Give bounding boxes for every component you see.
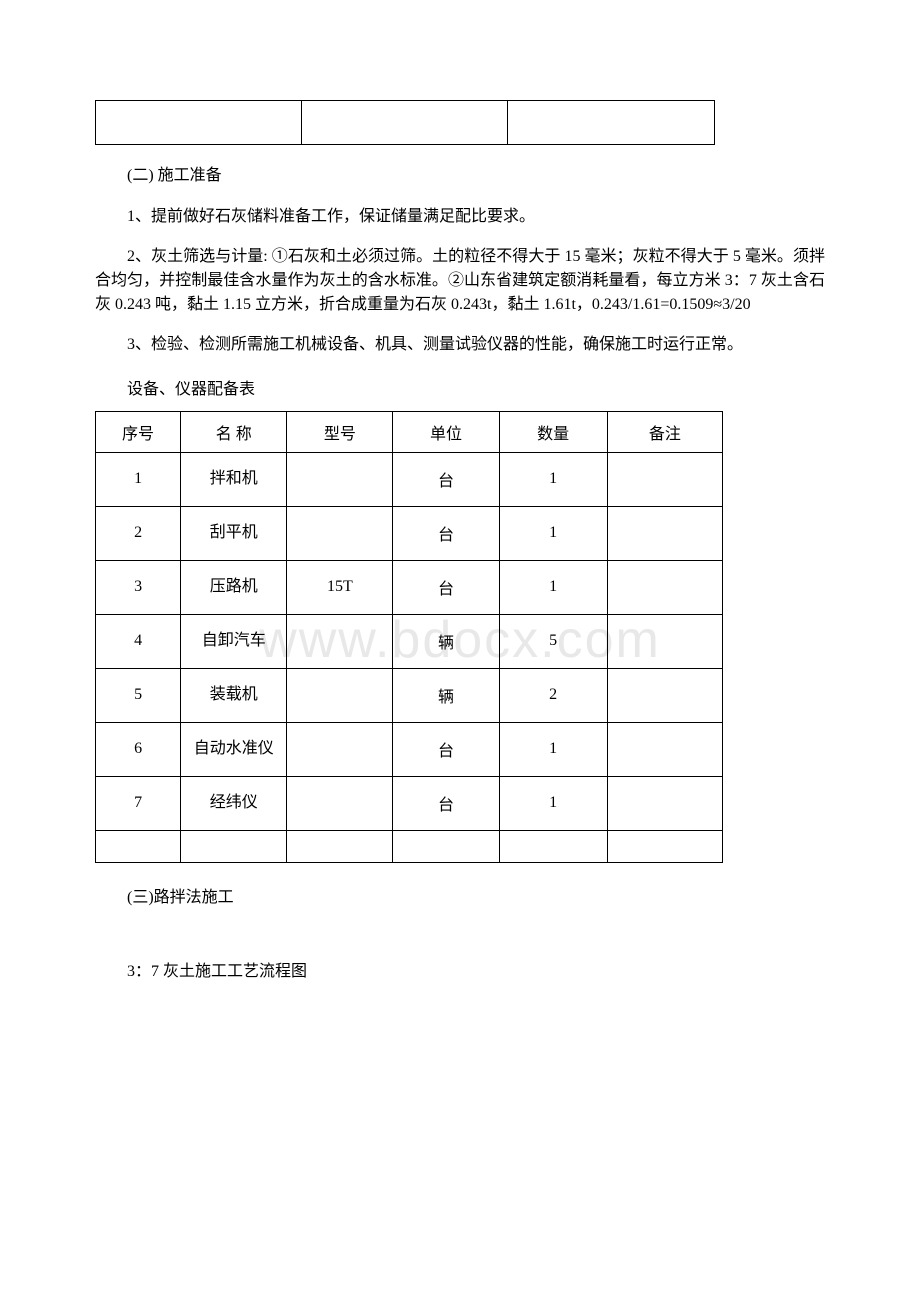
table-row: 2刮平机 台1 bbox=[96, 506, 723, 560]
cell-seq: 1 bbox=[96, 452, 181, 506]
table-row: 4自卸汽车 辆5 bbox=[96, 614, 723, 668]
cell-name: 拌和机 bbox=[181, 452, 287, 506]
cell-unit: 辆 bbox=[393, 668, 499, 722]
cell-model bbox=[287, 776, 393, 830]
cell-unit: 台 bbox=[393, 506, 499, 560]
cell-unit: 台 bbox=[393, 776, 499, 830]
table-row: 5装载机 辆2 bbox=[96, 668, 723, 722]
section-2-heading: (二) 施工准备 bbox=[127, 163, 825, 189]
table-row: 7经纬仪 台1 bbox=[96, 776, 723, 830]
cell-seq: 5 bbox=[96, 668, 181, 722]
cell-qty: 1 bbox=[499, 776, 607, 830]
cell-note bbox=[607, 506, 722, 560]
cell-note bbox=[607, 776, 722, 830]
cell-seq: 6 bbox=[96, 722, 181, 776]
cell-model bbox=[287, 452, 393, 506]
th-name: 名 称 bbox=[181, 411, 287, 452]
cell-unit: 辆 bbox=[393, 614, 499, 668]
th-note: 备注 bbox=[607, 411, 722, 452]
cell-qty: 1 bbox=[499, 560, 607, 614]
cell-note bbox=[607, 722, 722, 776]
equipment-table-caption: 设备、仪器配备表 bbox=[127, 375, 825, 399]
cell-name: 自动水准仪 bbox=[181, 722, 287, 776]
cell-name: 刮平机 bbox=[181, 506, 287, 560]
cell-seq: 2 bbox=[96, 506, 181, 560]
cell-model: 15T bbox=[287, 560, 393, 614]
cell-note bbox=[607, 668, 722, 722]
para-3: 3、检验、检测所需施工机械设备、机具、测量试验仪器的性能，确保施工时运行正常。 bbox=[95, 333, 825, 357]
cell-name: 自卸汽车 bbox=[181, 614, 287, 668]
empty-header-table bbox=[95, 100, 715, 145]
cell-model bbox=[287, 668, 393, 722]
cell-unit: 台 bbox=[393, 560, 499, 614]
para-2: 2、灰土筛选与计量: ①石灰和土必须过筛。土的粒径不得大于 15 毫米；灰粒不得… bbox=[95, 245, 825, 317]
flowchart-title: 3：7 灰土施工工艺流程图 bbox=[127, 957, 825, 981]
empty-cell bbox=[508, 101, 715, 145]
empty-cell bbox=[96, 101, 302, 145]
th-model: 型号 bbox=[287, 411, 393, 452]
cell-qty: 1 bbox=[499, 722, 607, 776]
cell-model bbox=[287, 614, 393, 668]
document-content: (二) 施工准备 1、提前做好石灰储料准备工作，保证储量满足配比要求。 2、灰土… bbox=[95, 100, 825, 981]
th-unit: 单位 bbox=[393, 411, 499, 452]
equipment-table: 序号 名 称 型号 单位 数量 备注 1拌和机台12刮平机台13压路机15T台1… bbox=[95, 411, 723, 863]
cell-name: 经纬仪 bbox=[181, 776, 287, 830]
empty-cell bbox=[181, 830, 287, 862]
cell-name: 装载机 bbox=[181, 668, 287, 722]
table-header-row: 序号 名 称 型号 单位 数量 备注 bbox=[96, 411, 723, 452]
cell-qty: 1 bbox=[499, 506, 607, 560]
table-row-empty bbox=[96, 830, 723, 862]
th-qty: 数量 bbox=[499, 411, 607, 452]
cell-unit: 台 bbox=[393, 722, 499, 776]
para-1: 1、提前做好石灰储料准备工作，保证储量满足配比要求。 bbox=[95, 205, 825, 229]
cell-model bbox=[287, 506, 393, 560]
empty-cell bbox=[393, 830, 499, 862]
empty-cell bbox=[499, 830, 607, 862]
cell-qty: 5 bbox=[499, 614, 607, 668]
section-3-heading: (三)路拌法施工 bbox=[127, 883, 825, 907]
cell-note bbox=[607, 614, 722, 668]
empty-cell bbox=[301, 101, 508, 145]
cell-seq: 7 bbox=[96, 776, 181, 830]
cell-model bbox=[287, 722, 393, 776]
cell-unit: 台 bbox=[393, 452, 499, 506]
cell-note bbox=[607, 560, 722, 614]
cell-seq: 3 bbox=[96, 560, 181, 614]
cell-qty: 1 bbox=[499, 452, 607, 506]
cell-name: 压路机 bbox=[181, 560, 287, 614]
table-row: 1拌和机台1 bbox=[96, 452, 723, 506]
table-row: 6自动水准仪 台1 bbox=[96, 722, 723, 776]
empty-cell bbox=[287, 830, 393, 862]
table-row: 3压路机15T台1 bbox=[96, 560, 723, 614]
cell-note bbox=[607, 452, 722, 506]
empty-cell bbox=[607, 830, 722, 862]
th-seq: 序号 bbox=[96, 411, 181, 452]
empty-cell bbox=[96, 830, 181, 862]
cell-seq: 4 bbox=[96, 614, 181, 668]
cell-qty: 2 bbox=[499, 668, 607, 722]
